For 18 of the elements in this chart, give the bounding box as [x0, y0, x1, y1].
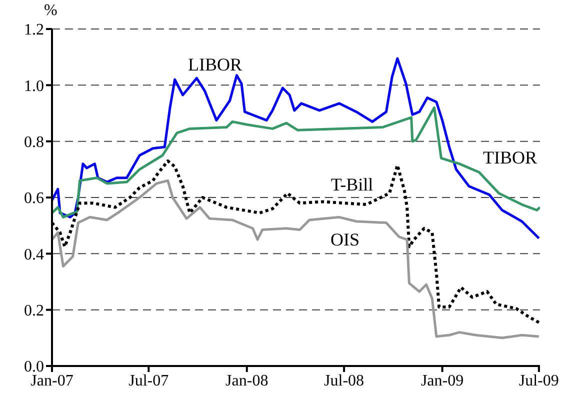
y-tick-label: 1.0	[24, 78, 44, 95]
line-series	[52, 106, 540, 218]
series-label: LIBOR	[188, 54, 242, 76]
y-axis-title: %	[44, 2, 58, 20]
y-tick-label: 1.2	[24, 22, 44, 39]
y-tick-label: 0.4	[24, 246, 44, 264]
y-tick-label: 0.6	[24, 190, 44, 208]
y-tick-label: 0.8	[24, 134, 44, 152]
x-tick-label: Jul-07	[128, 372, 169, 390]
x-tick-label: Jul-08	[324, 372, 364, 390]
x-tick-label: Jan-09	[420, 372, 464, 390]
series-label: OIS	[330, 230, 360, 250]
x-tick-label: Jan-08	[226, 372, 268, 390]
line-series	[52, 179, 540, 340]
series-label: T-Bill	[330, 174, 374, 196]
series-label: TIBOR	[483, 148, 537, 168]
x-tick-label: Jul-09	[518, 372, 559, 390]
y-tick-label: 0.2	[24, 302, 44, 320]
